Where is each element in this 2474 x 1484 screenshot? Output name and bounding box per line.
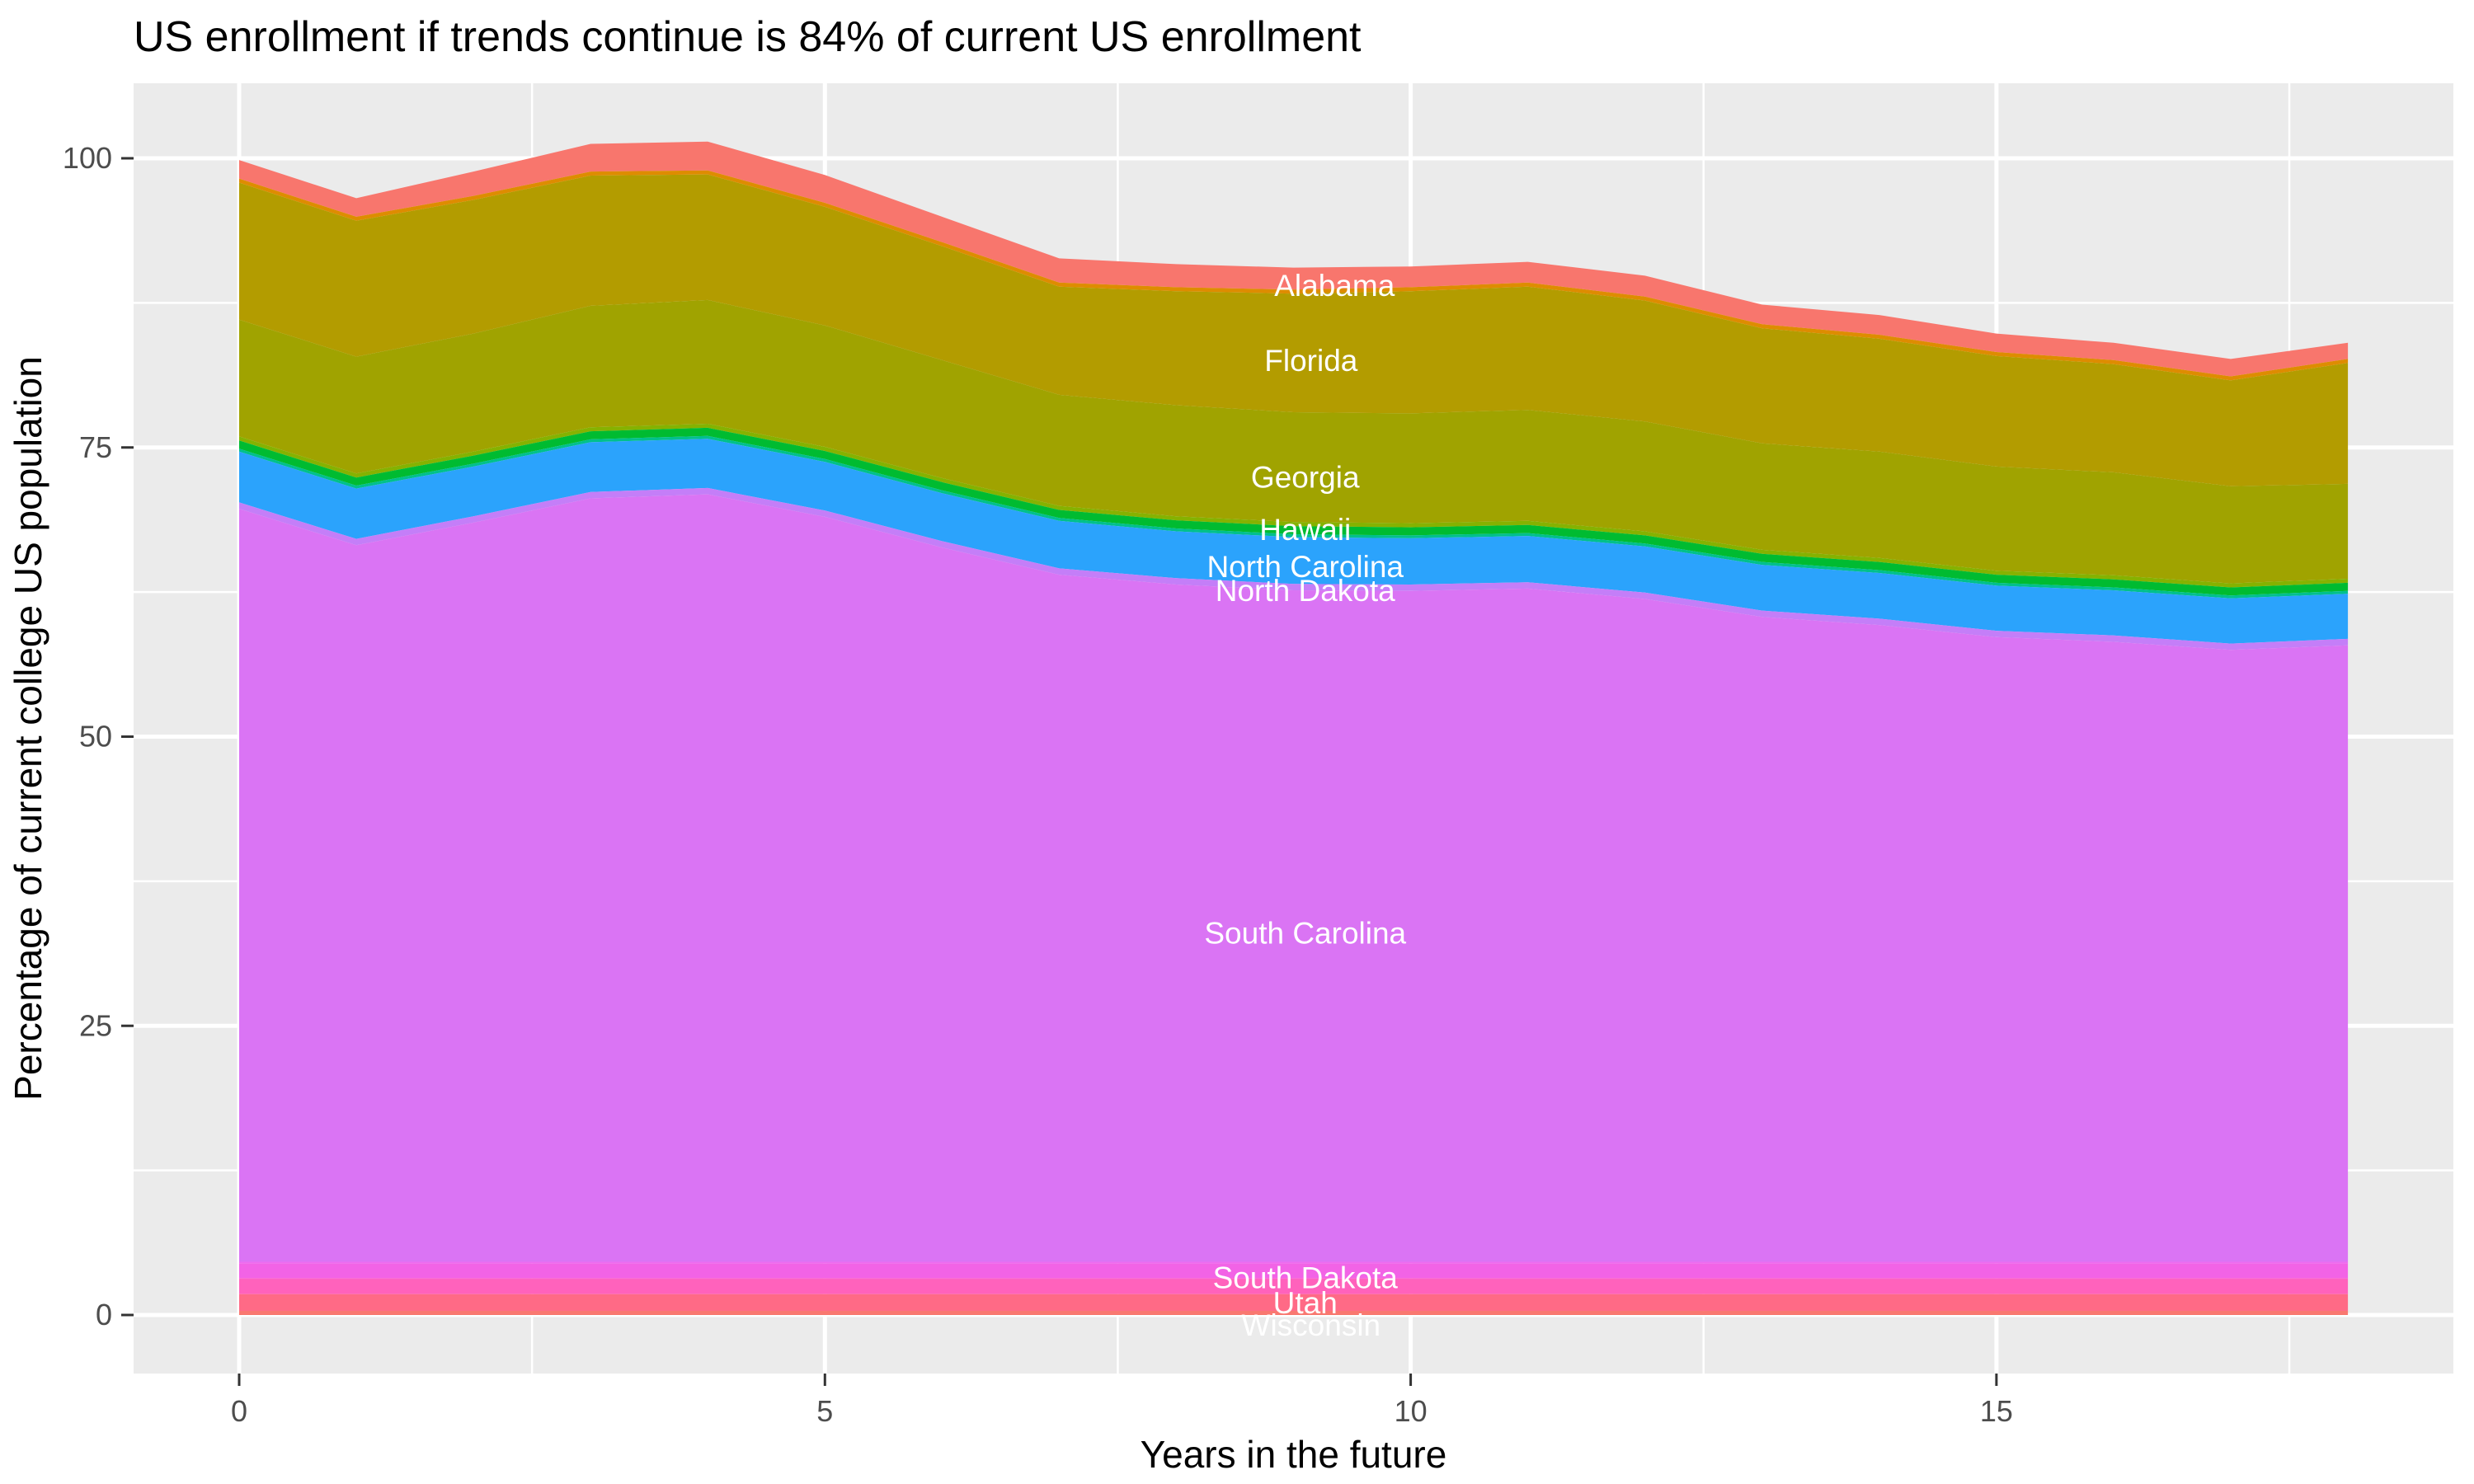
area-florida bbox=[239, 174, 2349, 486]
area-north-carolina bbox=[239, 439, 2349, 644]
y-axis-ticks: 0 25 50 75 100 bbox=[63, 141, 134, 1331]
area-georgia bbox=[239, 299, 2349, 584]
band-label-north-dakota: North Dakota bbox=[1216, 574, 1395, 608]
x-tick-label: 15 bbox=[1980, 1394, 2013, 1428]
band-label-south-carolina: South Carolina bbox=[1204, 917, 1406, 951]
area-utah bbox=[239, 1279, 2349, 1294]
band-label-hawaii: Hawaii bbox=[1259, 513, 1351, 547]
area-wisconsin bbox=[239, 1294, 2349, 1312]
area-south-carolina bbox=[239, 494, 2349, 1262]
stacked-areas bbox=[239, 141, 2349, 1315]
area-unlabeled-sliver-5 bbox=[239, 1278, 2349, 1280]
x-tick-label: 0 bbox=[231, 1394, 247, 1428]
area-unlabeled-sliver-6 bbox=[239, 1311, 2349, 1313]
y-tick-label: 50 bbox=[79, 720, 112, 754]
band-label-south-dakota: South Dakota bbox=[1213, 1261, 1399, 1295]
plot-title: US enrollment if trends continue is 84% … bbox=[134, 13, 1362, 61]
area-unlabeled-sliver-4 bbox=[239, 1261, 2349, 1264]
x-tick-label: 5 bbox=[816, 1394, 833, 1428]
band-label-alabama: Alabama bbox=[1274, 269, 1395, 303]
x-tick-label: 10 bbox=[1395, 1394, 1427, 1428]
area-alabama bbox=[239, 141, 2349, 377]
y-tick-label: 25 bbox=[79, 1008, 112, 1042]
y-axis-title: Percentage of current college US populat… bbox=[7, 356, 49, 1101]
x-axis-title: Years in the future bbox=[1141, 1433, 1447, 1476]
y-tick-label: 0 bbox=[96, 1298, 112, 1331]
x-axis-ticks: 0 5 10 15 bbox=[231, 1374, 2013, 1428]
band-label-wisconsin: Wisconsin bbox=[1242, 1308, 1381, 1342]
band-label-florida: Florida bbox=[1264, 344, 1358, 378]
band-label-georgia: Georgia bbox=[1251, 461, 1360, 495]
band-label-utah: Utah bbox=[1273, 1286, 1338, 1320]
area-south-dakota bbox=[239, 1263, 2349, 1279]
y-tick-label: 75 bbox=[79, 430, 112, 464]
y-tick-label: 100 bbox=[63, 141, 112, 175]
area-unlabeled-sliver-7 bbox=[239, 1313, 2349, 1315]
band-label-north-carolina: North Carolina bbox=[1206, 550, 1404, 584]
